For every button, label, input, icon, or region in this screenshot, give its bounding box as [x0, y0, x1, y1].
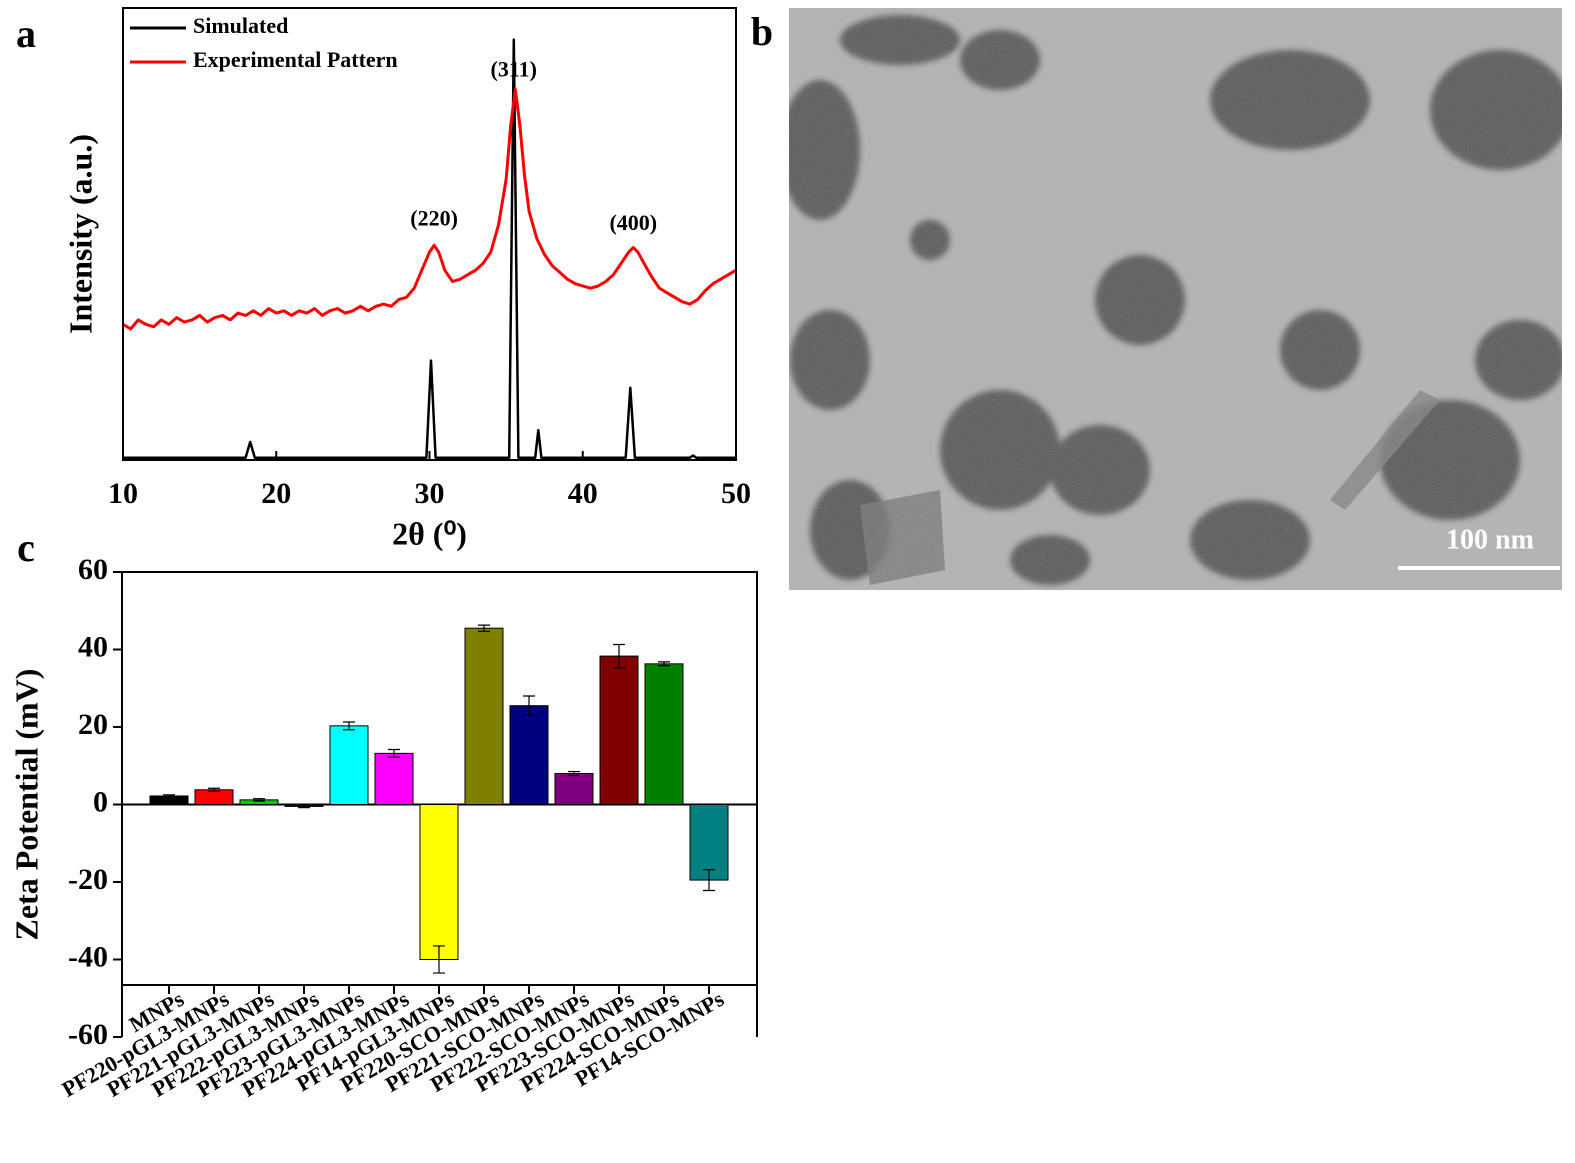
- peak-label: (220): [410, 205, 458, 230]
- panel-label: b: [751, 9, 773, 54]
- bar: [194, 789, 234, 806]
- x-tick-label: 30: [415, 477, 445, 510]
- y-axis-title: Intensity (a.u.): [62, 134, 98, 334]
- y-tick-label: 0: [93, 785, 108, 818]
- legend-label: Simulated: [193, 13, 288, 38]
- y-tick-label: -20: [68, 863, 108, 896]
- x-tick-label: 40: [568, 477, 598, 510]
- bar: [374, 752, 414, 805]
- peak-label: (400): [609, 210, 657, 235]
- panel-label: c: [17, 525, 35, 570]
- x-tick-label: 20: [261, 477, 291, 510]
- y-axis-title: Zeta Potential (mV): [8, 669, 44, 941]
- peak-label: (311): [491, 56, 537, 81]
- error-bar: [163, 794, 175, 798]
- bar: [554, 773, 594, 805]
- x-axis-title: 2θ (⁰): [392, 515, 467, 551]
- tem-image: 100 nm: [789, 8, 1562, 590]
- data-line: [123, 38, 736, 459]
- panel-label: a: [16, 11, 36, 56]
- y-tick-label: -60: [68, 1018, 108, 1051]
- error-bar: [703, 869, 715, 892]
- error-bar: [658, 661, 670, 667]
- y-tick-label: 60: [78, 553, 108, 586]
- data-line: [122, 87, 737, 331]
- bar: [419, 804, 459, 960]
- error-bar: [613, 643, 625, 669]
- y-tick-label: 40: [78, 630, 108, 663]
- bar: [464, 627, 504, 805]
- error-bar: [523, 695, 535, 716]
- bar: [329, 725, 369, 806]
- error-bar: [388, 748, 400, 758]
- bar: [689, 804, 729, 881]
- error-bar: [478, 624, 490, 632]
- bar: [599, 655, 639, 806]
- error-bar: [298, 804, 310, 809]
- error-bar: [343, 721, 355, 731]
- y-tick-label: 20: [78, 708, 108, 741]
- error-bar: [433, 945, 445, 974]
- error-bar: [568, 770, 580, 777]
- scale-label: 100 nm: [1446, 524, 1534, 555]
- x-tick-label: 10: [108, 477, 138, 510]
- x-tick-label: 50: [721, 477, 751, 510]
- bar: [644, 663, 684, 806]
- legend-label: Experimental Pattern: [193, 47, 398, 72]
- error-bar: [208, 787, 220, 792]
- y-tick-label: -40: [68, 940, 108, 973]
- error-bar: [253, 798, 265, 802]
- bar: [509, 705, 549, 805]
